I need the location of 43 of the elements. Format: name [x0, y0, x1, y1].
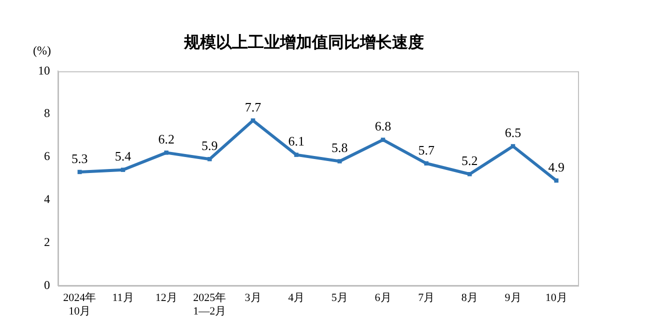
data-label: 5.4 [114, 148, 132, 164]
point [468, 172, 472, 176]
data-label: 6.1 [288, 134, 304, 149]
y-axis-title: (%) [33, 43, 51, 58]
point [78, 170, 82, 174]
y-tick-label: 2 [44, 234, 50, 249]
point [338, 159, 342, 164]
data-label: 5.3 [72, 150, 88, 166]
x-tick-label: 2025年 1—2月 [193, 292, 226, 318]
x-tick-label: 8月 [461, 292, 478, 304]
point [510, 144, 516, 148]
y-tick-label: 4 [44, 192, 50, 206]
point [380, 138, 386, 142]
y-tick-label: 6 [44, 149, 50, 164]
x-tick-label: 5月 [331, 292, 348, 304]
x-tick-label: 2024年 10月 [63, 292, 96, 318]
y-tick-label: 0 [44, 278, 50, 292]
x-tick-label: 3月 [244, 292, 262, 304]
x-tick-label: 6月 [374, 292, 392, 304]
data-label: 5.8 [332, 140, 348, 156]
data-label: 7.7 [244, 99, 262, 114]
data-label: 5.7 [418, 142, 435, 158]
data-label: 6.5 [504, 125, 522, 140]
y-tick-label: 8 [44, 106, 50, 120]
x-tick-label: 11月 [112, 292, 134, 304]
point [120, 168, 126, 172]
x-tick-label: 4月 [288, 292, 305, 304]
x-tick-label: 10月 [545, 292, 568, 304]
point [294, 152, 298, 157]
point [208, 156, 212, 162]
point [424, 161, 428, 166]
data-label: 5.9 [202, 138, 218, 154]
data-label: 6.8 [374, 118, 392, 134]
x-tick-label: 12月 [155, 292, 178, 304]
chart-title: 规模以上工业增加值同比增长速度 [183, 32, 424, 52]
x-tick-label: 7月 [418, 292, 435, 304]
data-label: 6.2 [158, 132, 174, 147]
data-label: 5.2 [462, 153, 478, 168]
y-tick-label: 10 [38, 63, 50, 78]
point [164, 150, 168, 155]
data-label: 4.9 [548, 159, 564, 174]
point [554, 178, 558, 183]
x-tick-label: 9月 [504, 292, 522, 304]
